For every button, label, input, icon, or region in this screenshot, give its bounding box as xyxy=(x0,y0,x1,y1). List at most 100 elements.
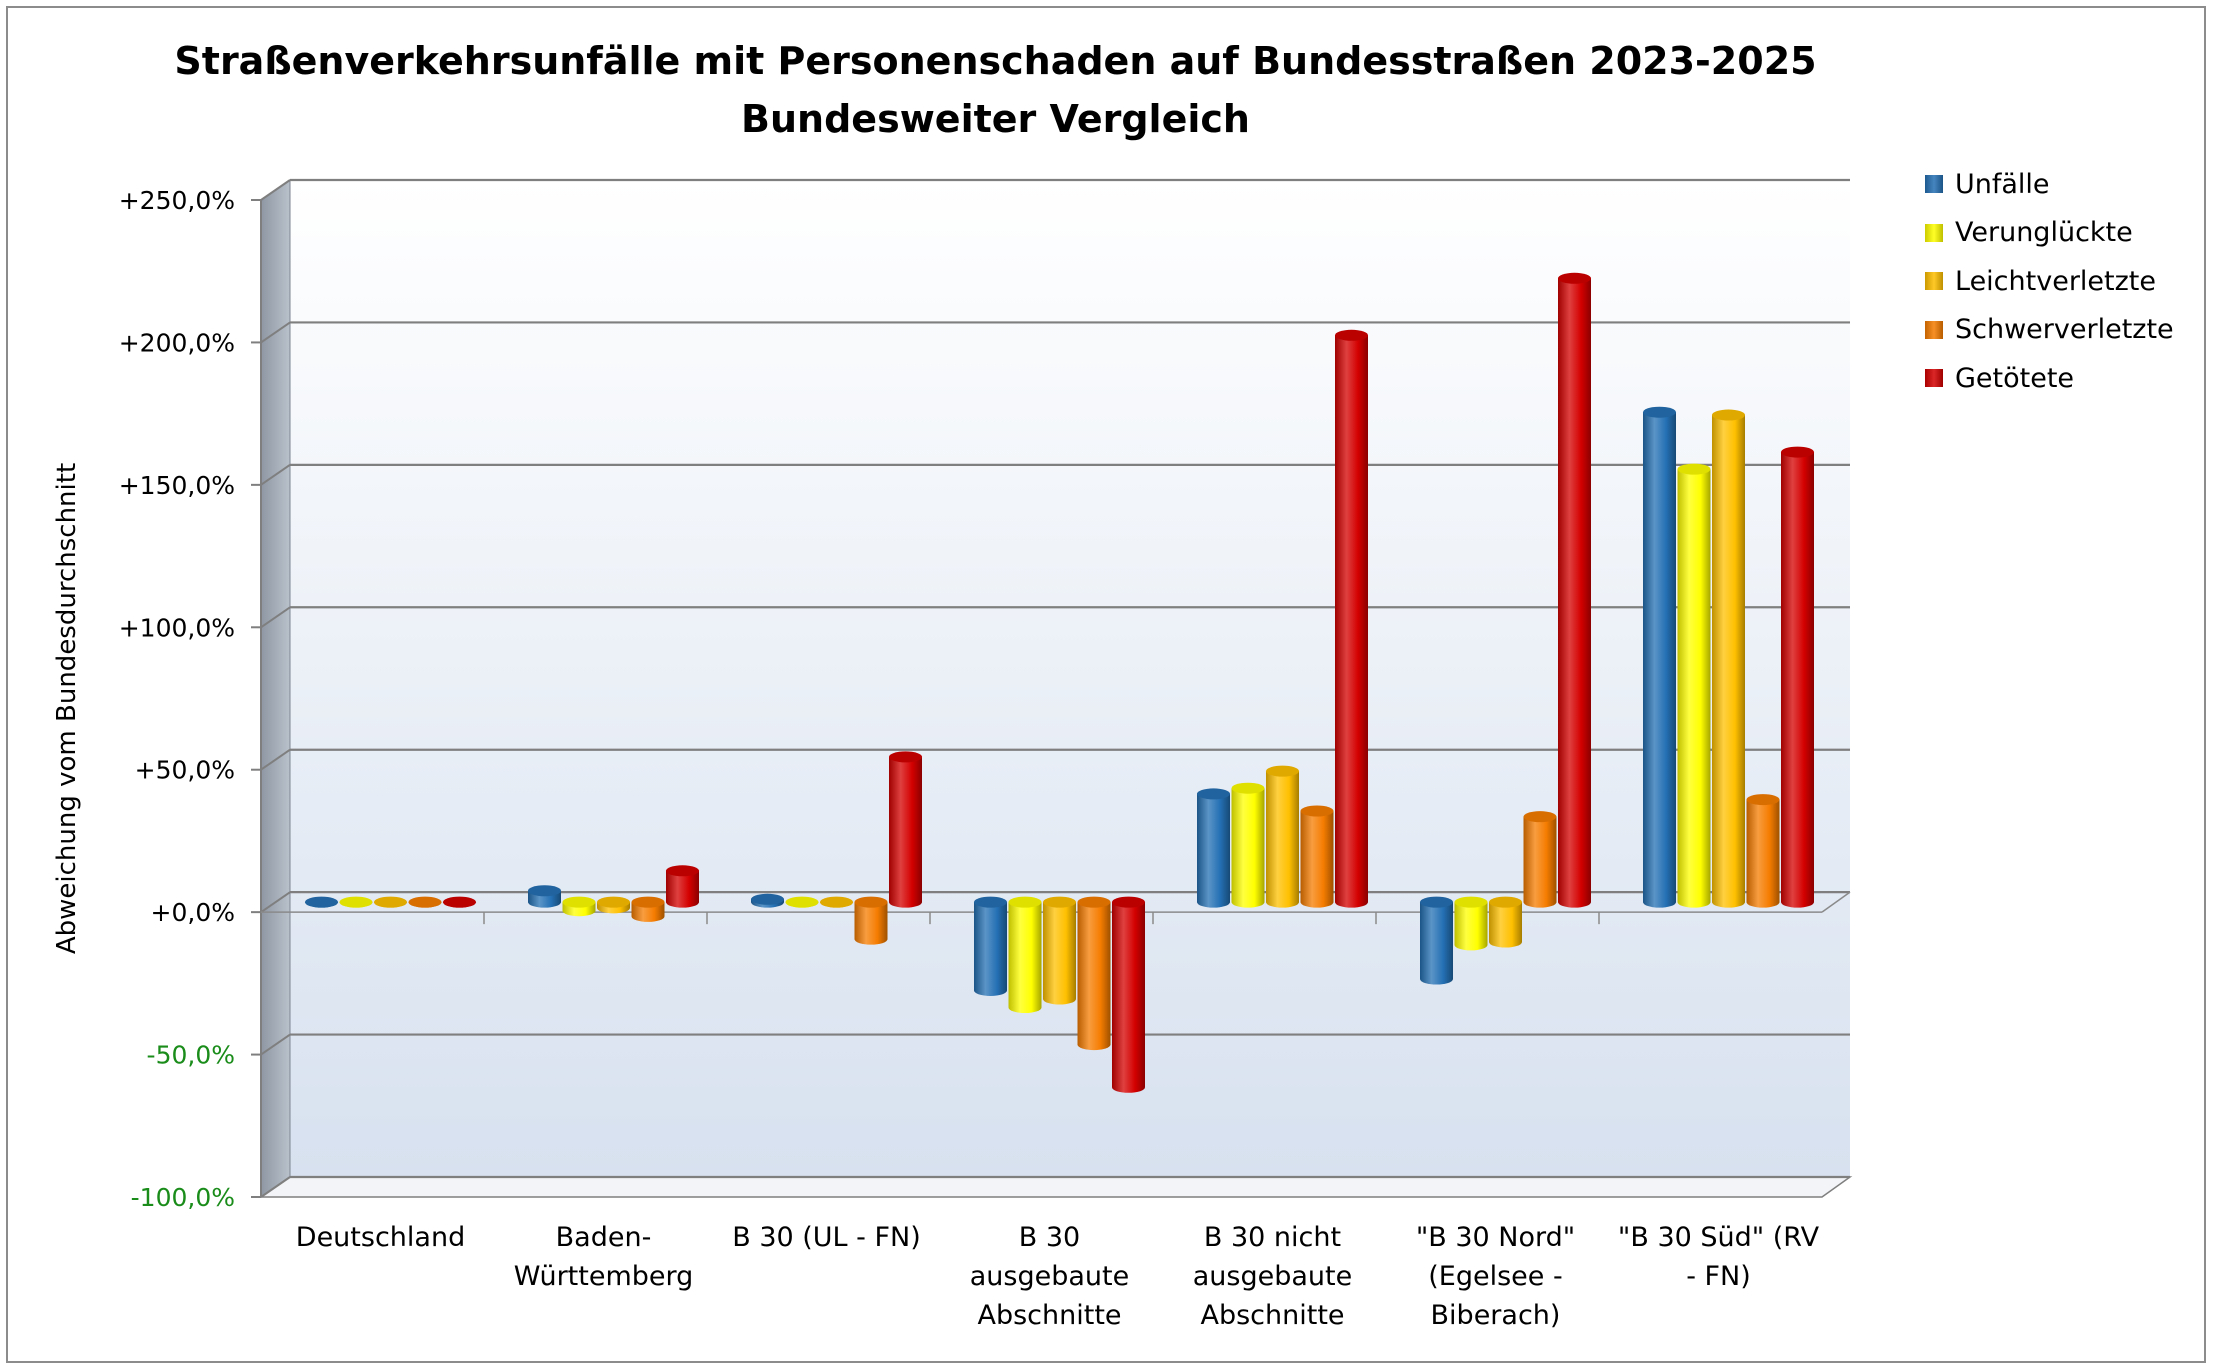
chart-subtitle: Bundesweiter Vergleich xyxy=(741,97,1250,141)
bar-body xyxy=(1558,278,1591,908)
bar-body xyxy=(1746,799,1780,908)
gridline-depth xyxy=(260,179,291,201)
bar-cap xyxy=(1712,409,1745,421)
bar-schwerverletzte-4 xyxy=(1300,805,1334,908)
bar-unfälle-3 xyxy=(974,896,1007,996)
x-tick-label: B 30 ausgebaute Abschnitte xyxy=(970,1222,1129,1331)
y-tick-label: -50,0% xyxy=(147,1041,235,1070)
bar-verunglückte-4 xyxy=(1231,782,1265,908)
bar-body xyxy=(1043,902,1076,1005)
bar-cap xyxy=(1677,463,1711,475)
gridline-depth xyxy=(260,606,291,629)
bar-getötete-1 xyxy=(666,865,699,908)
bar-verunglückte-5 xyxy=(1454,896,1488,951)
bar-body xyxy=(1643,412,1676,908)
x-tick-label: Baden-Württemberg xyxy=(514,1222,694,1292)
bar-cap xyxy=(1335,329,1368,341)
gridline-depth xyxy=(260,1033,291,1056)
bar-body xyxy=(1781,452,1814,908)
bar-body xyxy=(1300,810,1334,908)
chart-title-block: Straßenverkehrsunfälle mit Personenschad… xyxy=(8,32,1983,148)
bar-cap xyxy=(1197,788,1230,800)
y-tick-label: +150,0% xyxy=(119,471,235,500)
chart-floor xyxy=(258,1176,1853,1198)
bar-schwerverletzte-0 xyxy=(408,896,442,908)
bar-cap xyxy=(974,896,1007,908)
x-axis-depth-line xyxy=(1821,891,1851,913)
bar-cap xyxy=(1300,805,1334,817)
gridline-depth xyxy=(260,891,291,913)
legend-item-verunglückte: Verunglückte xyxy=(1925,209,2174,258)
y-tick-label: +50,0% xyxy=(135,756,235,785)
chart-title: Straßenverkehrsunfälle mit Personenschad… xyxy=(174,39,1817,83)
bar-schwerverletzte-6 xyxy=(1746,794,1780,908)
legend-item-schwerverletzte: Schwerverletzte xyxy=(1925,306,2174,355)
bar-cap xyxy=(666,865,699,877)
bar-cap xyxy=(305,896,338,908)
bar-body xyxy=(974,902,1007,996)
bar-body xyxy=(1112,902,1145,1093)
bar-cap xyxy=(889,751,922,763)
bar-leichtverletzte-1 xyxy=(597,896,630,914)
bar-cap xyxy=(1077,896,1111,908)
y-tick-label: +100,0% xyxy=(119,613,235,642)
bar-cap xyxy=(1489,896,1522,908)
bar-verunglückte-2 xyxy=(785,896,819,908)
bar-verunglückte-1 xyxy=(562,896,596,917)
bar-unfälle-1 xyxy=(528,885,561,908)
bar-cap xyxy=(528,885,561,897)
bar-cap xyxy=(751,893,784,905)
bar-getötete-2 xyxy=(889,751,922,908)
bar-body xyxy=(1266,771,1299,908)
bar-cap xyxy=(443,896,476,908)
bar-body xyxy=(1523,816,1557,908)
bar-cap xyxy=(1746,794,1780,806)
bar-schwerverletzte-1 xyxy=(631,896,665,922)
legend-swatch xyxy=(1925,369,1943,388)
bar-leichtverletzte-2 xyxy=(820,896,853,908)
bar-leichtverletzte-6 xyxy=(1712,409,1745,908)
bar-cap xyxy=(562,896,596,908)
bar-body xyxy=(1454,902,1488,951)
x-tick-label: "B 30 Süd" (RV - FN) xyxy=(1618,1222,1820,1292)
legend-swatch xyxy=(1925,175,1943,194)
bar-cap xyxy=(1112,896,1145,908)
x-tick-label: B 30 nicht ausgebaute Abschnitte xyxy=(1193,1222,1352,1331)
bar-getötete-4 xyxy=(1335,329,1369,908)
bar-schwerverletzte-2 xyxy=(854,896,888,945)
legend-item-leichtverletzte: Leichtverletzte xyxy=(1925,257,2174,306)
bar-body xyxy=(666,870,699,908)
legend-label: Schwerverletzte xyxy=(1955,314,2174,346)
bar-cap xyxy=(408,896,442,908)
y-tick-label: +200,0% xyxy=(119,328,235,357)
y-axis-title: Abweichung vom Bundesdurchschnitt xyxy=(52,463,82,954)
bar-cap xyxy=(1043,896,1076,908)
bar-cap xyxy=(785,896,819,908)
legend-swatch xyxy=(1925,272,1943,291)
y-tick-label: +0,0% xyxy=(151,898,235,927)
bar-leichtverletzte-5 xyxy=(1489,896,1522,948)
gridline-depth xyxy=(260,1176,291,1198)
x-tick-label: B 30 (UL - FN) xyxy=(732,1222,921,1253)
bar-body xyxy=(1077,902,1111,1051)
bar-verunglückte-3 xyxy=(1008,896,1042,1014)
bar-body xyxy=(1712,415,1745,908)
bar-cap xyxy=(339,896,373,908)
bar-cap xyxy=(374,896,407,908)
bar-body xyxy=(1197,793,1230,908)
bar-verunglückte-6 xyxy=(1677,463,1711,908)
chart-plot-area: -100,0% -50,0% +0,0% +50,0% +100,0% +150,0% +2… xyxy=(52,178,1853,1331)
bar-cap xyxy=(1008,896,1042,908)
bar-cap xyxy=(1266,765,1299,777)
bar-body xyxy=(889,756,922,908)
bar-body xyxy=(1231,788,1265,908)
bar-cap xyxy=(1643,406,1676,418)
legend-item-unfälle: Unfälle xyxy=(1925,160,2174,209)
bar-body xyxy=(631,902,665,922)
legend-swatch xyxy=(1925,320,1943,339)
x-tick-label: "B 30 Nord" (Egelsee -Biberach) xyxy=(1416,1222,1575,1331)
bar-leichtverletzte-3 xyxy=(1043,896,1076,1005)
bar-verunglückte-0 xyxy=(339,896,373,908)
bar-cap xyxy=(1781,446,1814,458)
bar-unfälle-5 xyxy=(1420,896,1453,985)
